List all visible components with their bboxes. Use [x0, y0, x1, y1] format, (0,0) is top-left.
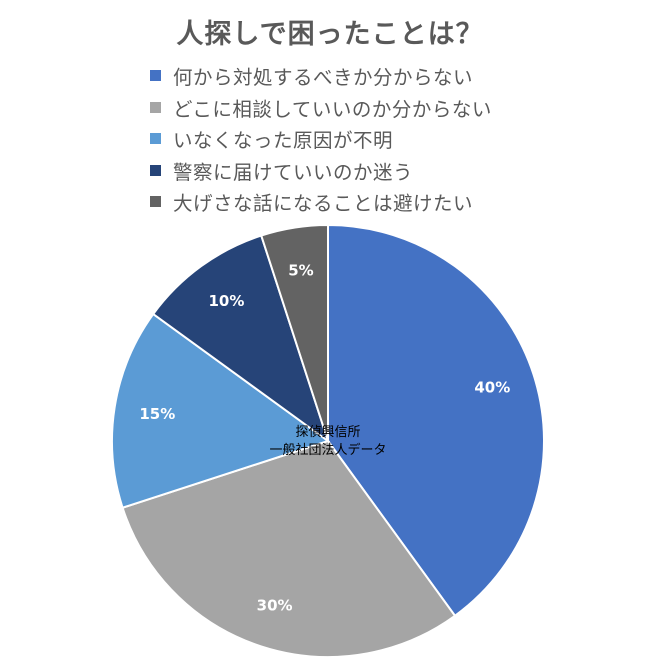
- legend-label: 大げさな話になることは避けたい: [173, 192, 474, 216]
- pie-slice: [151, 234, 330, 444]
- legend: 何から対処するべきか分からない どこに相談していいのか分からない いなくなった原因が…: [150, 60, 492, 218]
- chart-title: 人探しで困ったことは？: [176, 19, 484, 50]
- legend-swatch: [150, 70, 161, 82]
- slice-value-label: 30%: [257, 596, 293, 614]
- legend-item: 警察に届けていいのか迷う: [150, 155, 492, 187]
- legend-label: 警察に届けていいのか迷う: [173, 160, 414, 184]
- legend-swatch: [150, 101, 161, 113]
- legend-item: どこに相談していいのか分からない: [150, 92, 492, 124]
- slice-value-label: 15%: [139, 405, 175, 423]
- legend-label: いなくなった原因が不明: [173, 129, 394, 153]
- source-annotation: 一般社団法人データ: [269, 442, 386, 458]
- legend-swatch: [150, 196, 161, 208]
- source-annotation: 探偵興信所: [295, 425, 360, 440]
- legend-swatch: [150, 164, 161, 176]
- pie-slice: [121, 439, 457, 658]
- legend-item: 何から対処するべきか分からない: [150, 60, 492, 92]
- pie-slice: [259, 223, 329, 442]
- legend-item: いなくなった原因が不明: [150, 123, 492, 155]
- legend-label: 何から対処するべきか分からない: [173, 66, 474, 90]
- slice-value-label: 10%: [208, 292, 244, 310]
- slice-value-label: 40%: [474, 379, 510, 397]
- legend-label: どこに相談していいのか分からない: [173, 97, 492, 121]
- legend-item: 大げさな話になることは避けたい: [150, 186, 492, 218]
- legend-swatch: [150, 133, 161, 145]
- pie-slice: [327, 223, 545, 618]
- slice-value-label: 5%: [288, 261, 313, 279]
- pie-slice: [111, 312, 331, 510]
